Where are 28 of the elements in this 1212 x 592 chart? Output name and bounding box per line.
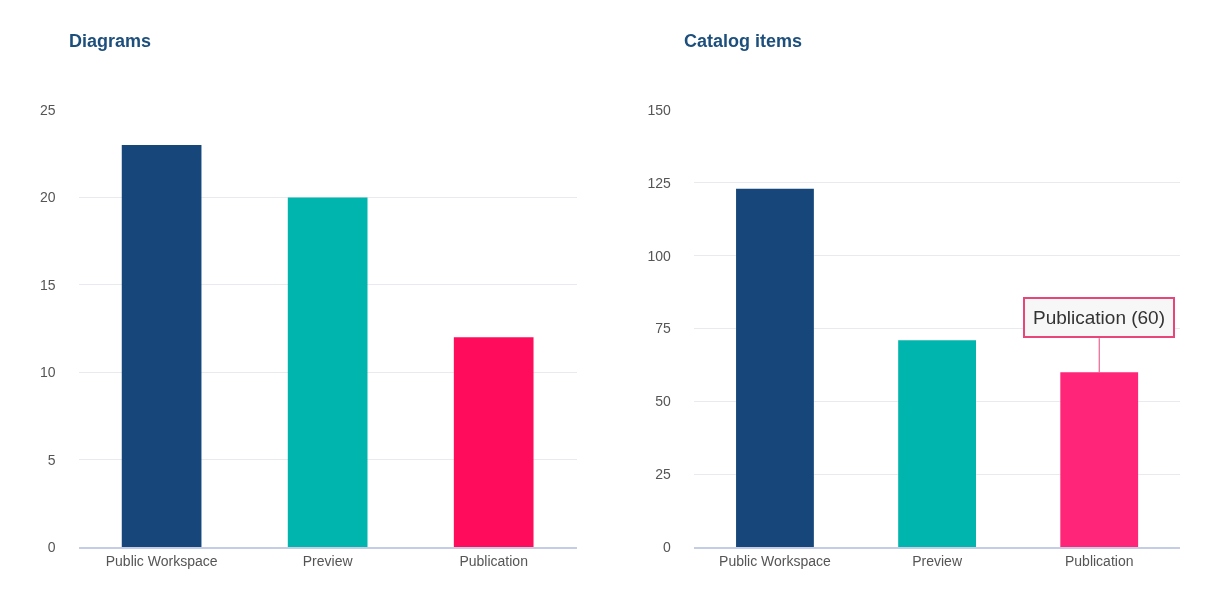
chart-title: Diagrams — [69, 31, 152, 51]
annotation: Publication (60) — [1033, 307, 1166, 328]
bar — [287, 197, 368, 547]
chart-title: Catalog items — [684, 31, 803, 51]
bar — [1060, 372, 1139, 547]
y-tick-label: 75 — [655, 320, 672, 337]
bar — [898, 340, 976, 547]
x-tick-label: Public Workspace — [719, 552, 832, 569]
y-tick-label: 10 — [40, 364, 56, 381]
y-tick-label: 15 — [40, 276, 56, 293]
bar — [736, 188, 814, 547]
x-tick-label: Publication — [1064, 552, 1134, 569]
x-tick-label: Publication — [459, 552, 528, 569]
y-tick-label: 125 — [647, 174, 672, 191]
y-tick-label: 0 — [663, 538, 672, 555]
bar — [453, 337, 534, 547]
x-tick-label: Preview — [302, 552, 354, 569]
bar — [121, 144, 202, 547]
y-tick-label: 25 — [655, 466, 672, 483]
y-tick-label: 50 — [655, 393, 672, 410]
x-tick-label: Preview — [912, 552, 963, 569]
y-tick-label: 150 — [647, 101, 672, 118]
x-tick-label: Public Workspace — [105, 552, 218, 569]
y-tick-label: 5 — [47, 451, 56, 468]
y-tick-label: 25 — [40, 101, 56, 118]
y-tick-label: 0 — [47, 538, 56, 555]
y-tick-label: 20 — [40, 189, 56, 206]
y-tick-label: 100 — [647, 247, 672, 264]
